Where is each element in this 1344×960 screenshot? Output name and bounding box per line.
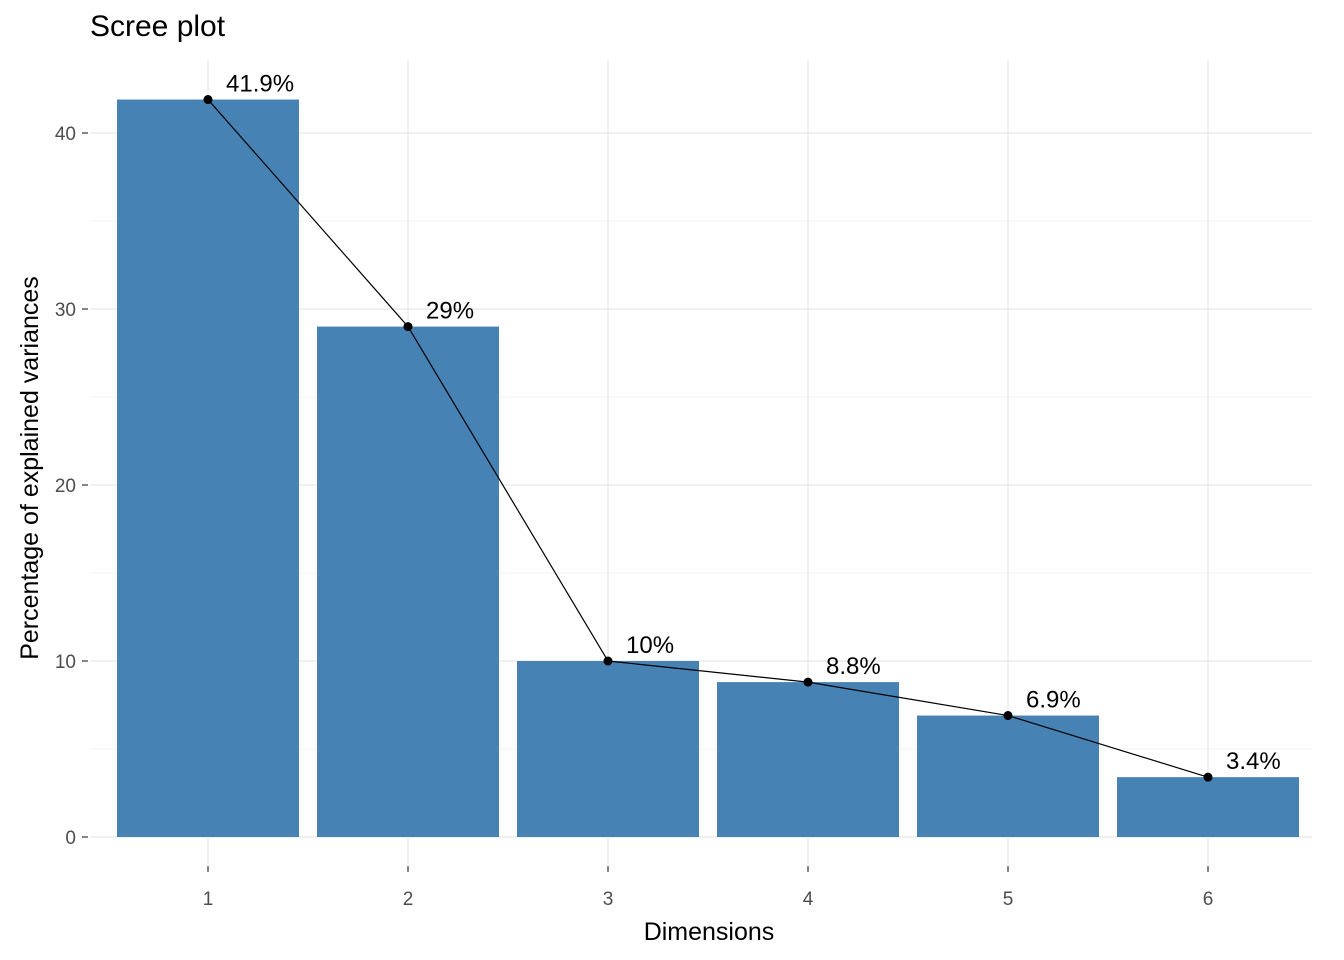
bar (517, 661, 699, 837)
axes: 0 10 20 30 40 1 2 3 4 5 6 (55, 124, 1213, 910)
chart-title: Scree plot (90, 10, 226, 43)
x-tick-label: 6 (1203, 889, 1214, 910)
data-point (403, 322, 413, 332)
data-point (603, 656, 613, 666)
x-tick-label: 5 (1003, 889, 1014, 910)
x-tick-label: 3 (603, 889, 614, 910)
y-tick-label: 20 (55, 476, 76, 497)
x-axis-title: Dimensions (644, 918, 775, 946)
trend-line (203, 95, 1213, 782)
data-labels: 41.9% 29% 10% 8.8% 6.9% 3.4% (226, 71, 1281, 776)
data-point (1003, 711, 1013, 721)
data-label: 3.4% (1226, 748, 1281, 775)
series-line (207, 99, 1209, 778)
bar (1117, 777, 1299, 837)
data-point (203, 95, 213, 105)
data-point (1203, 772, 1213, 782)
bar (717, 682, 899, 837)
y-axis-title: Percentage of explained variances (16, 276, 44, 660)
data-label: 10% (626, 632, 674, 659)
x-tick-label: 1 (203, 889, 214, 910)
y-tick-label: 10 (55, 652, 76, 673)
x-tick-label: 2 (403, 889, 414, 910)
data-label: 41.9% (226, 71, 294, 98)
y-tick-label: 40 (55, 124, 76, 145)
data-label: 8.8% (826, 653, 881, 680)
data-label: 6.9% (1026, 687, 1081, 714)
x-tick-label: 4 (803, 889, 814, 910)
bar (117, 99, 299, 837)
data-point (803, 677, 813, 687)
bar (317, 326, 499, 837)
bar (917, 715, 1099, 837)
y-tick-label: 0 (65, 828, 76, 849)
data-label: 29% (426, 298, 474, 325)
bars (117, 99, 1299, 837)
y-tick-label: 30 (55, 300, 76, 321)
